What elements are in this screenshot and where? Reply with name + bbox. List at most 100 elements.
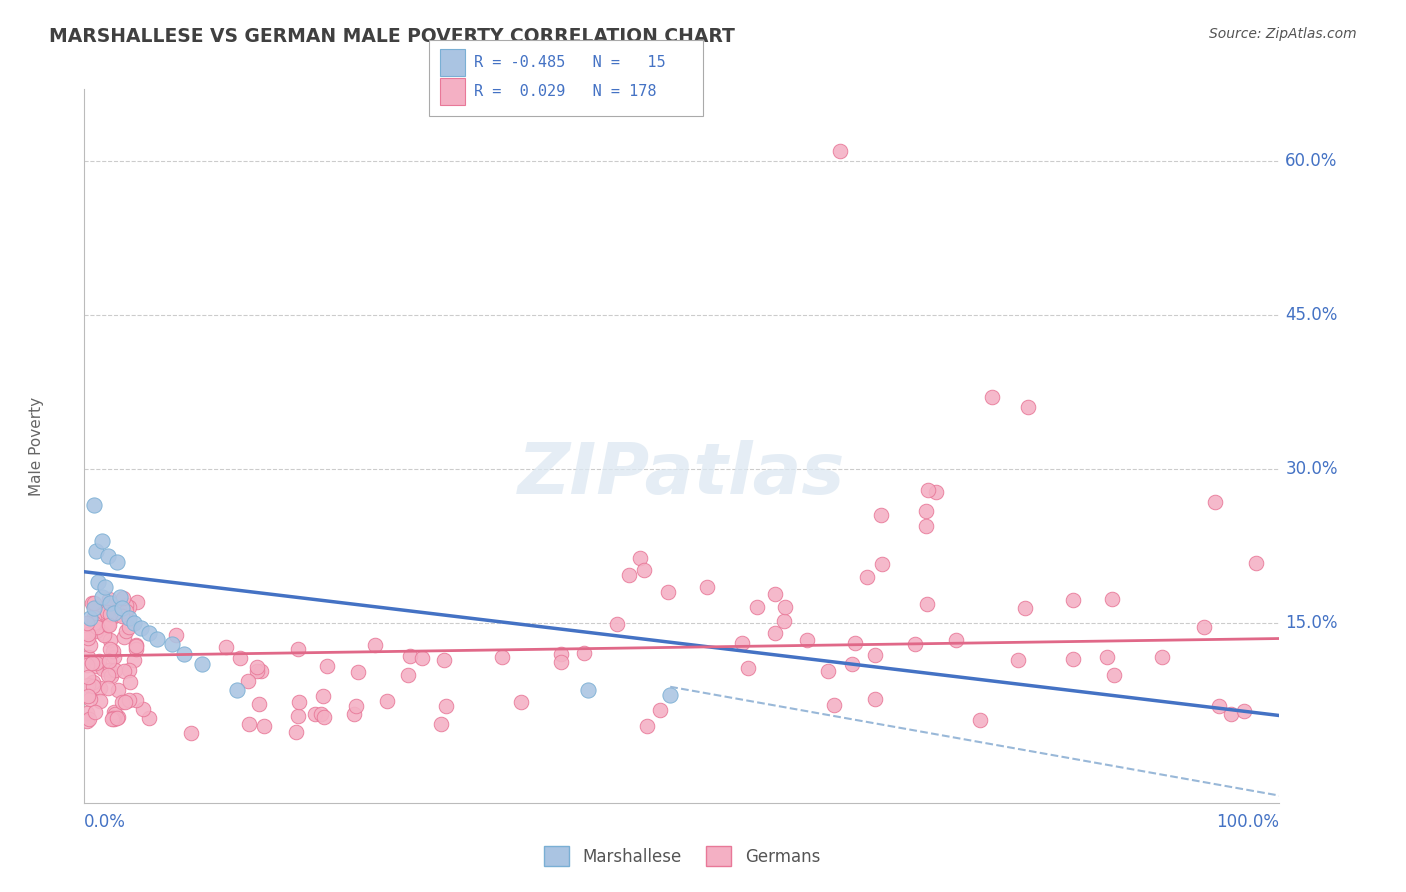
Point [87,654,110,668]
Point [1102,668,1125,682]
Point [396,668,419,682]
Point [86,603,108,617]
Point [375,693,398,707]
Point [125,638,148,652]
Point [125,642,148,657]
Point [96,605,118,619]
Point [509,695,531,709]
Point [127,595,149,609]
Point [108,607,131,621]
Point [924,484,946,499]
Point [1244,557,1267,571]
Point [93,628,115,642]
Point [138,711,160,725]
Point [430,717,453,731]
Point [97,591,120,606]
Point [103,712,125,726]
Point [225,682,247,697]
Point [180,725,202,739]
Text: Source: ZipAtlas.com: Source: ZipAtlas.com [1209,27,1357,41]
Point [215,640,238,654]
Text: 0.0%: 0.0% [84,814,127,831]
Point [190,657,212,672]
Point [247,697,270,711]
Point [111,600,134,615]
Point [89,681,111,695]
Point [830,144,852,158]
Point [1095,649,1118,664]
Point [104,608,127,623]
Point [1014,601,1036,615]
Point [118,611,141,625]
Point [399,649,422,664]
Point [1208,698,1230,713]
Point [112,665,135,679]
Point [118,599,141,614]
Point [1007,653,1029,667]
Point [823,698,845,712]
Point [77,712,100,726]
Point [76,657,98,672]
Point [763,587,786,601]
Point [98,607,121,621]
Point [101,711,124,725]
Point [104,707,127,722]
Point [347,665,370,679]
Point [107,710,129,724]
Point [104,663,127,677]
Point [115,604,138,618]
Point [91,663,114,677]
Point [737,661,759,675]
Text: 100.0%: 100.0% [1216,814,1279,831]
Point [87,575,110,590]
Text: 15.0%: 15.0% [1285,614,1339,632]
Point [76,678,98,692]
Point [636,718,658,732]
Point [77,626,100,640]
Point [114,695,136,709]
Point [120,675,142,690]
Point [79,611,101,625]
Point [411,650,433,665]
Point [115,598,138,612]
Point [863,692,886,706]
Point [100,663,122,677]
Point [138,626,160,640]
Point [763,626,786,640]
Point [79,639,101,653]
Point [617,567,640,582]
Point [173,647,195,661]
Point [125,693,148,707]
Point [917,597,939,611]
Point [125,639,148,653]
Point [238,674,260,689]
Point [904,637,927,651]
Point [605,617,627,632]
Legend: Marshallese, Germans: Marshallese, Germans [537,839,827,873]
Point [572,646,595,660]
Point [434,699,457,714]
Point [118,620,141,634]
Point [114,624,136,638]
Text: 30.0%: 30.0% [1285,460,1339,478]
Point [129,621,152,635]
Point [238,716,260,731]
Point [250,664,273,678]
Point [253,719,276,733]
Point [83,600,105,615]
Point [1017,401,1039,415]
Point [90,591,114,605]
Point [246,659,269,673]
Point [1233,704,1256,718]
Point [97,617,120,632]
Point [76,625,98,640]
Point [863,648,886,663]
Text: MARSHALLESE VS GERMAN MALE POVERTY CORRELATION CHART: MARSHALLESE VS GERMAN MALE POVERTY CORRE… [49,27,735,45]
Point [146,632,169,646]
Point [112,630,135,644]
Point [90,533,114,548]
Point [76,670,98,684]
Point [945,633,967,648]
Point [86,620,108,634]
Point [82,656,104,670]
